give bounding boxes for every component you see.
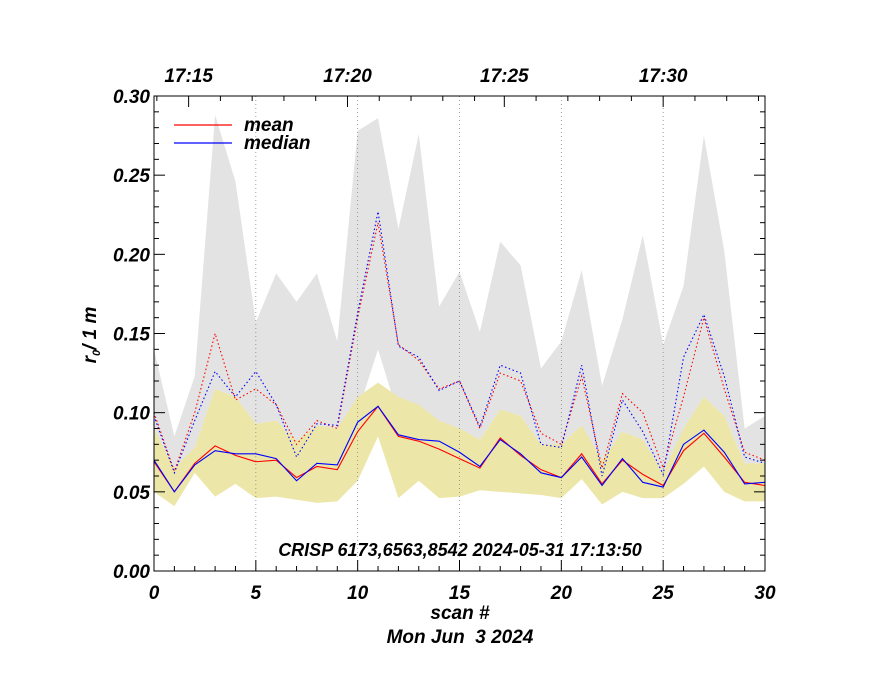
x-tick-label: 25	[652, 583, 675, 604]
legend-label-mean: mean	[244, 115, 294, 136]
y-tick-label: 0.20	[113, 245, 150, 266]
series-median	[153, 405, 766, 493]
series-median-upper	[153, 211, 766, 477]
date-label: Mon Jun 3 2024	[387, 627, 534, 648]
x-tick-label: 20	[550, 583, 573, 604]
gray-band	[154, 115, 765, 480]
top-tick-label: 17:20	[323, 66, 372, 87]
svg-text:r0/ 1 m: r0/ 1 m	[80, 306, 103, 363]
x-tick-label: 15	[449, 583, 471, 604]
bands-layer	[154, 115, 765, 507]
y-axis-title-unit: / 1 m	[80, 306, 101, 350]
x-tick-label: 5	[251, 583, 262, 604]
y-tick-label: 0.05	[113, 483, 150, 504]
top-tick-label: 17:15	[164, 66, 213, 87]
series-layer	[153, 211, 766, 493]
x-axis-title: scan #	[430, 603, 490, 624]
legend-label-median: median	[244, 133, 311, 154]
y-tick-label: 0.00	[113, 562, 150, 583]
y-tick-label: 0.15	[113, 325, 150, 346]
x-tick-label: 0	[149, 583, 160, 604]
axes-layer: 0 5 10 15 20 25 30 17:15 17:20 17:25 17:30 0.00 0.05…	[113, 66, 776, 604]
chart-annotation: CRISP 6173,6563,8542 2024-05-31 17:13:50	[278, 540, 642, 560]
x-tick-label: 10	[347, 583, 369, 604]
series-mean	[153, 405, 766, 493]
x-tick-label: 30	[754, 583, 776, 604]
y-tick-label: 0.30	[113, 87, 150, 108]
top-tick-label: 17:25	[480, 66, 529, 87]
top-tick-label: 17:30	[639, 66, 688, 87]
y-axis-title-main: r	[80, 354, 101, 363]
y-axis-title-sub: 0	[91, 349, 103, 356]
y-tick-label: 0.10	[113, 404, 150, 425]
y-axis-title: r0/ 1 m	[80, 306, 103, 363]
y-tick-label: 0.25	[113, 166, 150, 187]
